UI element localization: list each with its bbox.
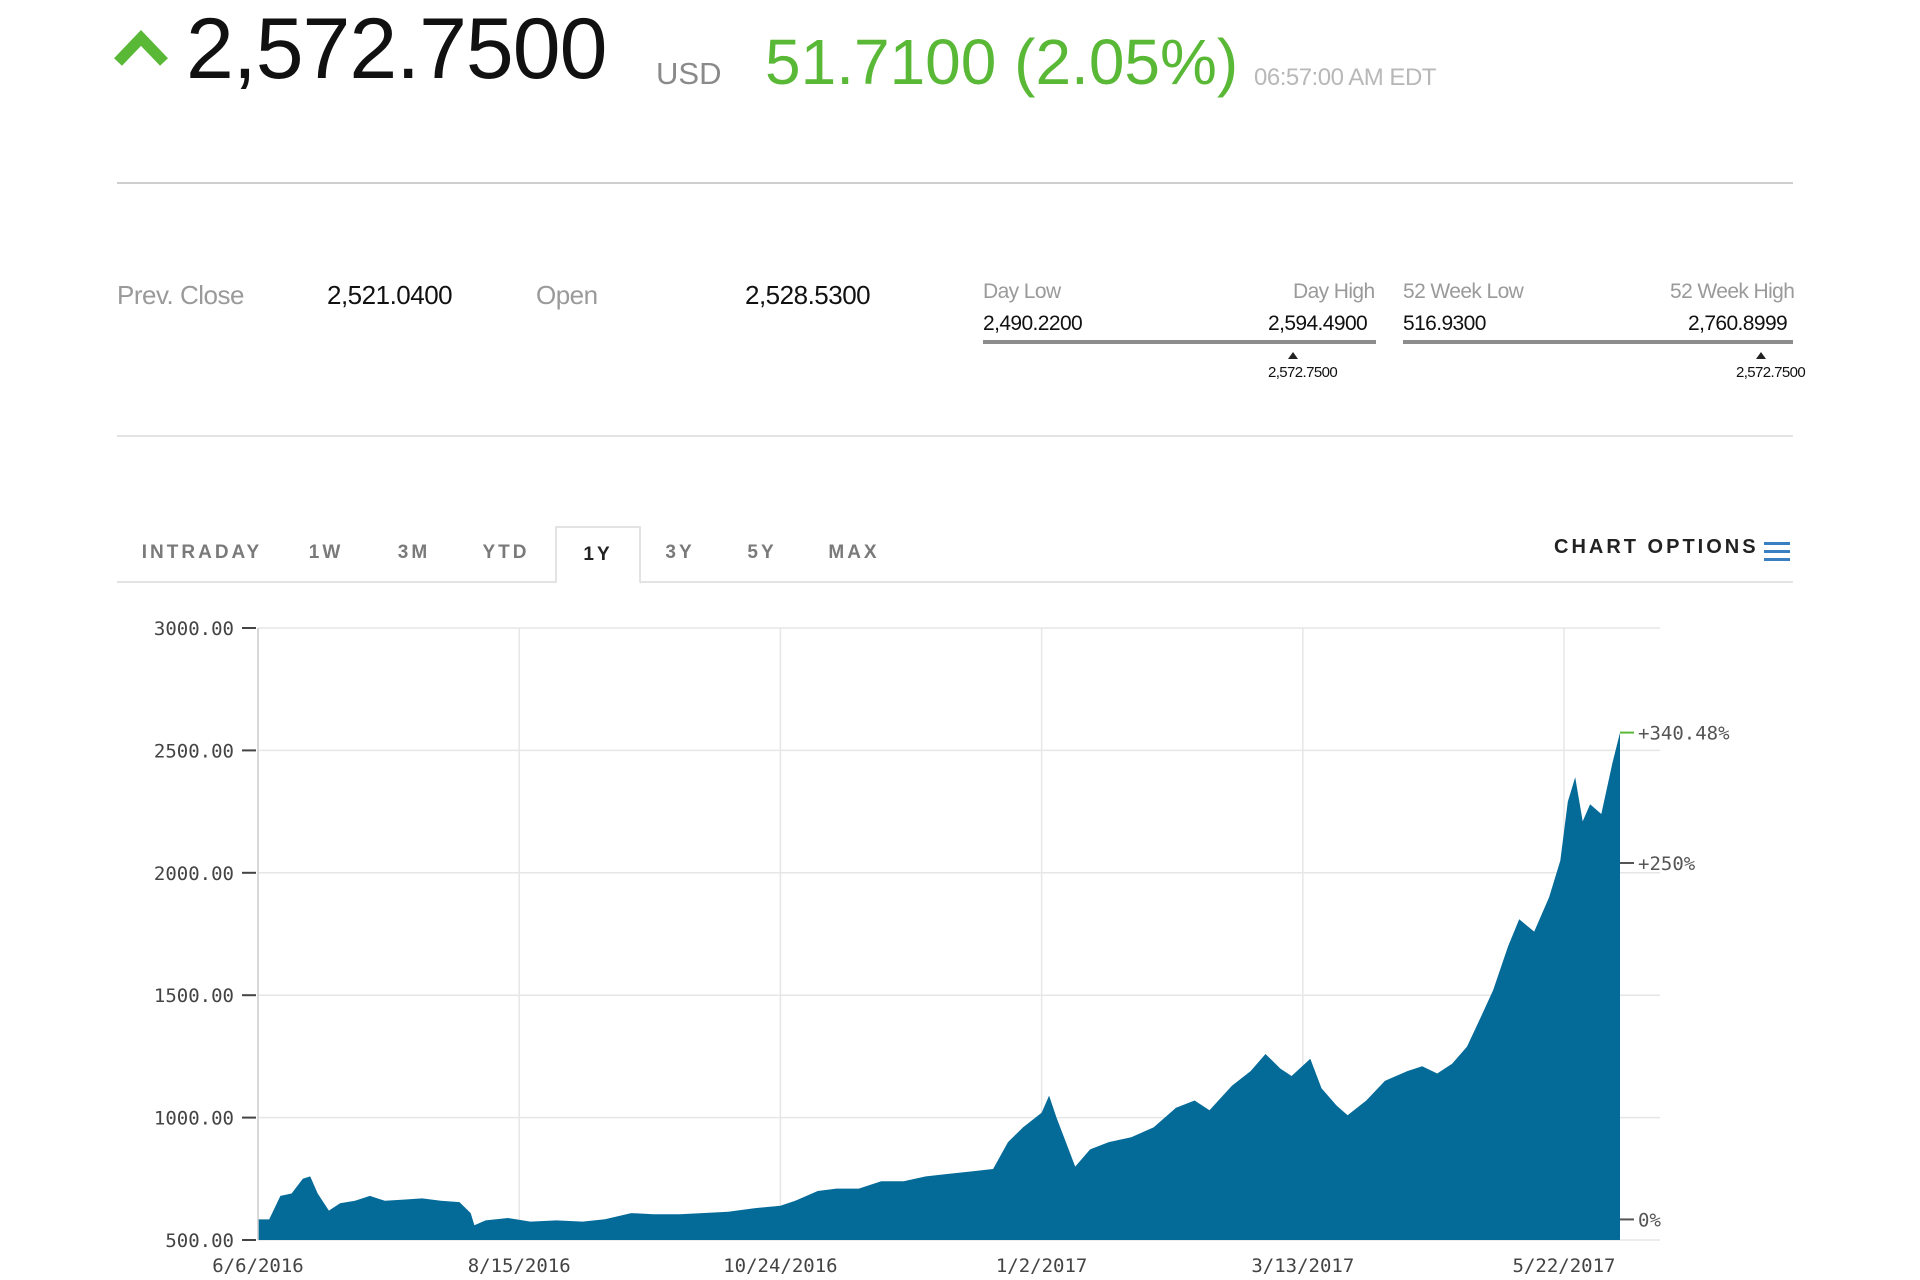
- day-range-bar: [983, 340, 1376, 344]
- tabs-divider: [117, 581, 1793, 583]
- day-high-value: 2,594.4900: [1268, 312, 1368, 335]
- day-low-label: Day Low: [983, 280, 1061, 303]
- tab-ytd[interactable]: YTD: [482, 542, 530, 563]
- pct-label: +250%: [1638, 853, 1696, 875]
- day-high-label: Day High: [1293, 280, 1375, 303]
- hamburger-menu-icon[interactable]: [1764, 540, 1790, 562]
- week52-high-value: 2,760.8999: [1688, 312, 1788, 335]
- open-value: 2,528.5300: [745, 280, 871, 310]
- y-tick-label: 2000.00: [154, 863, 234, 885]
- tab-max[interactable]: MAX: [828, 542, 880, 563]
- y-tick-label: 1500.00: [154, 985, 234, 1007]
- price-change: 51.7100 (2.05%): [765, 26, 1239, 98]
- tab-1y[interactable]: 1Y: [555, 526, 641, 584]
- x-tick-label: 3/13/2017: [1251, 1255, 1354, 1277]
- week52-range-marker: [1756, 352, 1766, 359]
- prev-close-label: Prev. Close: [117, 280, 244, 310]
- open-label: Open: [536, 280, 598, 310]
- week52-range-current: 2,572.7500: [1736, 364, 1806, 381]
- y-tick-label: 2500.00: [154, 740, 234, 762]
- tab-3m[interactable]: 3M: [397, 542, 431, 563]
- current-price: 2,572.7500: [186, 1, 607, 97]
- up-arrow-icon: [114, 30, 168, 66]
- week52-low-value: 516.9300: [1403, 312, 1486, 335]
- prev-close-value: 2,521.0400: [327, 280, 453, 310]
- x-tick-label: 5/22/2017: [1513, 1255, 1616, 1277]
- price-area: [258, 732, 1620, 1240]
- tab-intraday[interactable]: INTRADAY: [141, 542, 263, 563]
- x-tick-label: 6/6/2016: [212, 1255, 304, 1277]
- x-tick-label: 1/2/2017: [996, 1255, 1088, 1277]
- tab-3y[interactable]: 3Y: [665, 542, 695, 563]
- week52-range-bar: [1403, 340, 1793, 344]
- y-tick-label: 500.00: [165, 1230, 234, 1252]
- pct-label: 0%: [1638, 1209, 1661, 1231]
- y-tick-label: 3000.00: [154, 618, 234, 640]
- week52-low-label: 52 Week Low: [1403, 280, 1524, 303]
- y-tick-label: 1000.00: [154, 1108, 234, 1130]
- pct-label: +340.48%: [1638, 723, 1730, 745]
- x-tick-label: 10/24/2016: [723, 1255, 837, 1277]
- stats-divider: [117, 435, 1793, 437]
- currency-label: USD: [656, 56, 722, 91]
- tab-5y[interactable]: 5Y: [747, 542, 777, 563]
- tab-1w[interactable]: 1W: [308, 542, 344, 563]
- day-range-marker: [1288, 352, 1298, 359]
- week52-high-label: 52 Week High: [1670, 280, 1795, 303]
- quote-time: 06:57:00 AM EDT: [1254, 64, 1436, 91]
- day-range-current: 2,572.7500: [1268, 364, 1338, 381]
- day-low-value: 2,490.2200: [983, 312, 1083, 335]
- x-tick-label: 8/15/2016: [468, 1255, 571, 1277]
- chart-options-button[interactable]: CHART OPTIONS: [1554, 536, 1759, 558]
- header-divider: [117, 182, 1793, 184]
